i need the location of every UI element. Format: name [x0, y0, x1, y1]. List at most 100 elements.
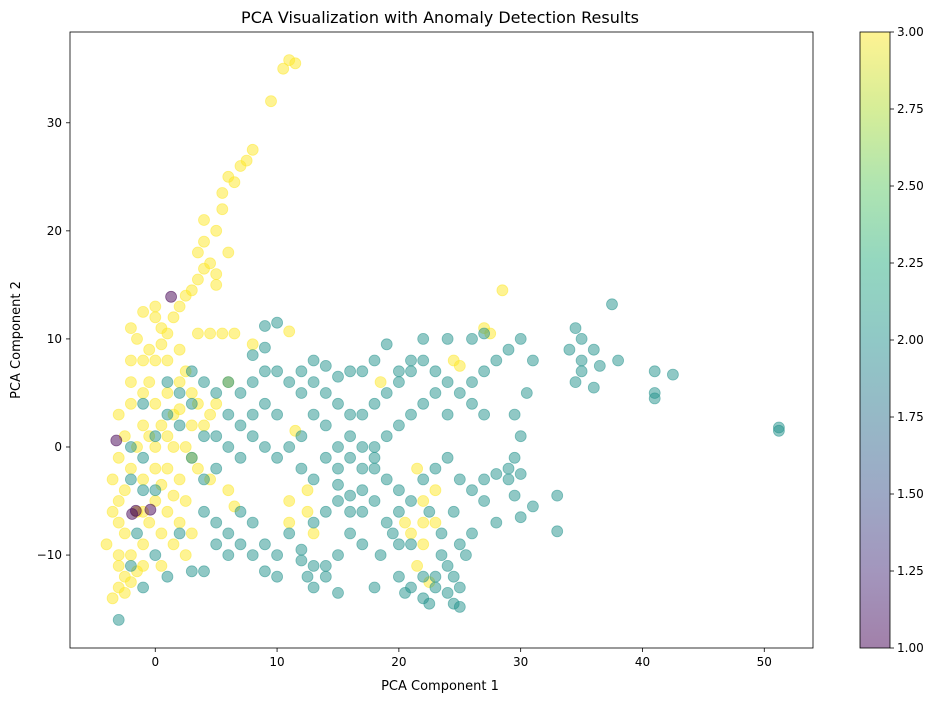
- scatter-point-value-2: [478, 473, 491, 486]
- scatter-point-value-2: [466, 376, 478, 389]
- scatter-point-value-2: [258, 341, 271, 354]
- scatter-point-value-2: [185, 565, 198, 578]
- scatter-point-value-2: [344, 505, 357, 518]
- scatter-point-value-2: [131, 527, 143, 540]
- scatter-point-value-2: [185, 451, 198, 464]
- scatter-point-value-2: [520, 387, 533, 399]
- scatter-point-value-2: [173, 527, 186, 540]
- scatter-point-value-2: [332, 462, 344, 475]
- scatter-point-value-2: [295, 554, 308, 567]
- scatter-point-value-3: [118, 587, 131, 599]
- x-tick-label: 50: [757, 655, 772, 669]
- scatter-point-value-2: [319, 419, 332, 432]
- scatter-point-value-2: [271, 408, 284, 421]
- scatter-point-value-2: [441, 332, 454, 345]
- scatter-point-value-3: [429, 516, 442, 529]
- scatter-point-value-2: [392, 419, 405, 432]
- scatter-point-value-2: [551, 525, 564, 538]
- scatter-point-value-3: [106, 473, 119, 486]
- scatter-point-value-2: [447, 505, 460, 518]
- y-tick-label: 20: [47, 224, 62, 238]
- scatter-point-value-2: [441, 451, 454, 464]
- scatter-point-value-2: [508, 408, 521, 421]
- scatter-point-value-2: [514, 332, 527, 345]
- scatter-point-value-2: [441, 376, 454, 389]
- scatter-point-value-2: [368, 354, 381, 367]
- scatter-point-value-2: [246, 376, 259, 389]
- scatter-point-value-2: [344, 451, 357, 464]
- scatter-point-value-2: [222, 527, 235, 540]
- scatter-point-value-3: [118, 527, 131, 540]
- scatter-point-value-2: [447, 570, 460, 583]
- scatter-point-value-3: [179, 441, 192, 453]
- scatter-point-value-2: [648, 392, 661, 405]
- scatter-point-value-2: [575, 332, 588, 345]
- scatter-point-value-3: [411, 462, 424, 475]
- scatter-point-value-2: [258, 565, 271, 578]
- scatter-point-value-3: [453, 359, 466, 372]
- scatter-point-value-3: [155, 527, 168, 540]
- scatter-point-value-2: [368, 451, 381, 464]
- scatter-point-value-3: [496, 284, 509, 297]
- scatter-point-value-2: [356, 505, 369, 518]
- scatter-point-value-3: [161, 354, 174, 367]
- scatter-point-value-3: [173, 343, 186, 356]
- scatter-point-value-2: [332, 441, 344, 453]
- scatter-point-value-2: [307, 354, 320, 367]
- scatter-point-value-2: [319, 387, 332, 399]
- scatter-point-value-3: [106, 592, 119, 605]
- scatter-point-value-3: [161, 462, 174, 475]
- colorbar-tick-label: 2.00: [897, 333, 924, 347]
- scatter-point-value-2: [307, 376, 320, 389]
- scatter-point-value-2: [234, 419, 247, 432]
- scatter-point-value-3: [100, 538, 113, 551]
- scatter-point-value-2: [198, 376, 210, 389]
- scatter-point-value-2: [423, 597, 436, 610]
- scatter-point-value-2: [185, 365, 198, 378]
- scatter-point-value-2: [417, 570, 430, 583]
- scatter-point-value-2: [478, 365, 491, 378]
- scatter-point-value-2: [490, 516, 503, 529]
- scatter-point-value-3: [149, 462, 162, 475]
- scatter-point-value-3: [161, 505, 174, 518]
- scatter-point-value-2: [198, 430, 210, 443]
- scatter-point-value-3: [307, 527, 320, 540]
- scatter-point-value-2: [344, 527, 357, 540]
- scatter-point-value-2: [210, 387, 223, 399]
- scatter-point-value-2: [307, 581, 320, 594]
- colorbar-tick-label: 2.75: [897, 102, 924, 116]
- scatter-point-value-2: [356, 484, 369, 497]
- scatter-point-value-2: [246, 408, 259, 421]
- scatter-point-value-2: [569, 322, 582, 335]
- scatter-point-value-3: [173, 376, 186, 389]
- scatter-point-value-2: [307, 473, 320, 486]
- scatter-point-value-3: [185, 527, 198, 540]
- scatter-point-value-2: [478, 408, 491, 421]
- scatter-point-value-2: [514, 430, 527, 443]
- scatter-point-value-3: [149, 397, 162, 410]
- scatter-point-value-2: [295, 365, 308, 378]
- scatter-point-value-2: [246, 349, 259, 362]
- scatter-point-value-2: [386, 527, 399, 540]
- scatter-point-value-3: [210, 268, 223, 281]
- scatter-point-value-2: [210, 538, 223, 551]
- scatter-point-value-2: [234, 387, 247, 399]
- scatter-point-value-2: [137, 397, 150, 410]
- scatter-point-value-3: [265, 95, 277, 108]
- scatter-point-value-3: [143, 343, 156, 356]
- scatter-point-value-2: [332, 549, 344, 561]
- scatter-point-value-3: [289, 57, 302, 70]
- scatter-point-value-2: [307, 516, 320, 529]
- scatter-point-value-2: [319, 359, 332, 372]
- scatter-point-value-3: [124, 322, 137, 335]
- scatter-point-value-3: [191, 462, 204, 475]
- scatter-point-value-2: [453, 581, 466, 594]
- colorbar-tick-label: 1.25: [897, 564, 924, 578]
- scatter-point-value-2: [368, 397, 381, 410]
- scatter-point-value-2: [587, 343, 600, 356]
- scatter-point-value-3: [198, 235, 210, 248]
- scatter-point-value-2: [429, 462, 442, 475]
- scatter-point-value-2: [773, 424, 785, 437]
- scatter-point-value-3: [185, 419, 198, 432]
- scatter-point-value-2: [161, 570, 174, 583]
